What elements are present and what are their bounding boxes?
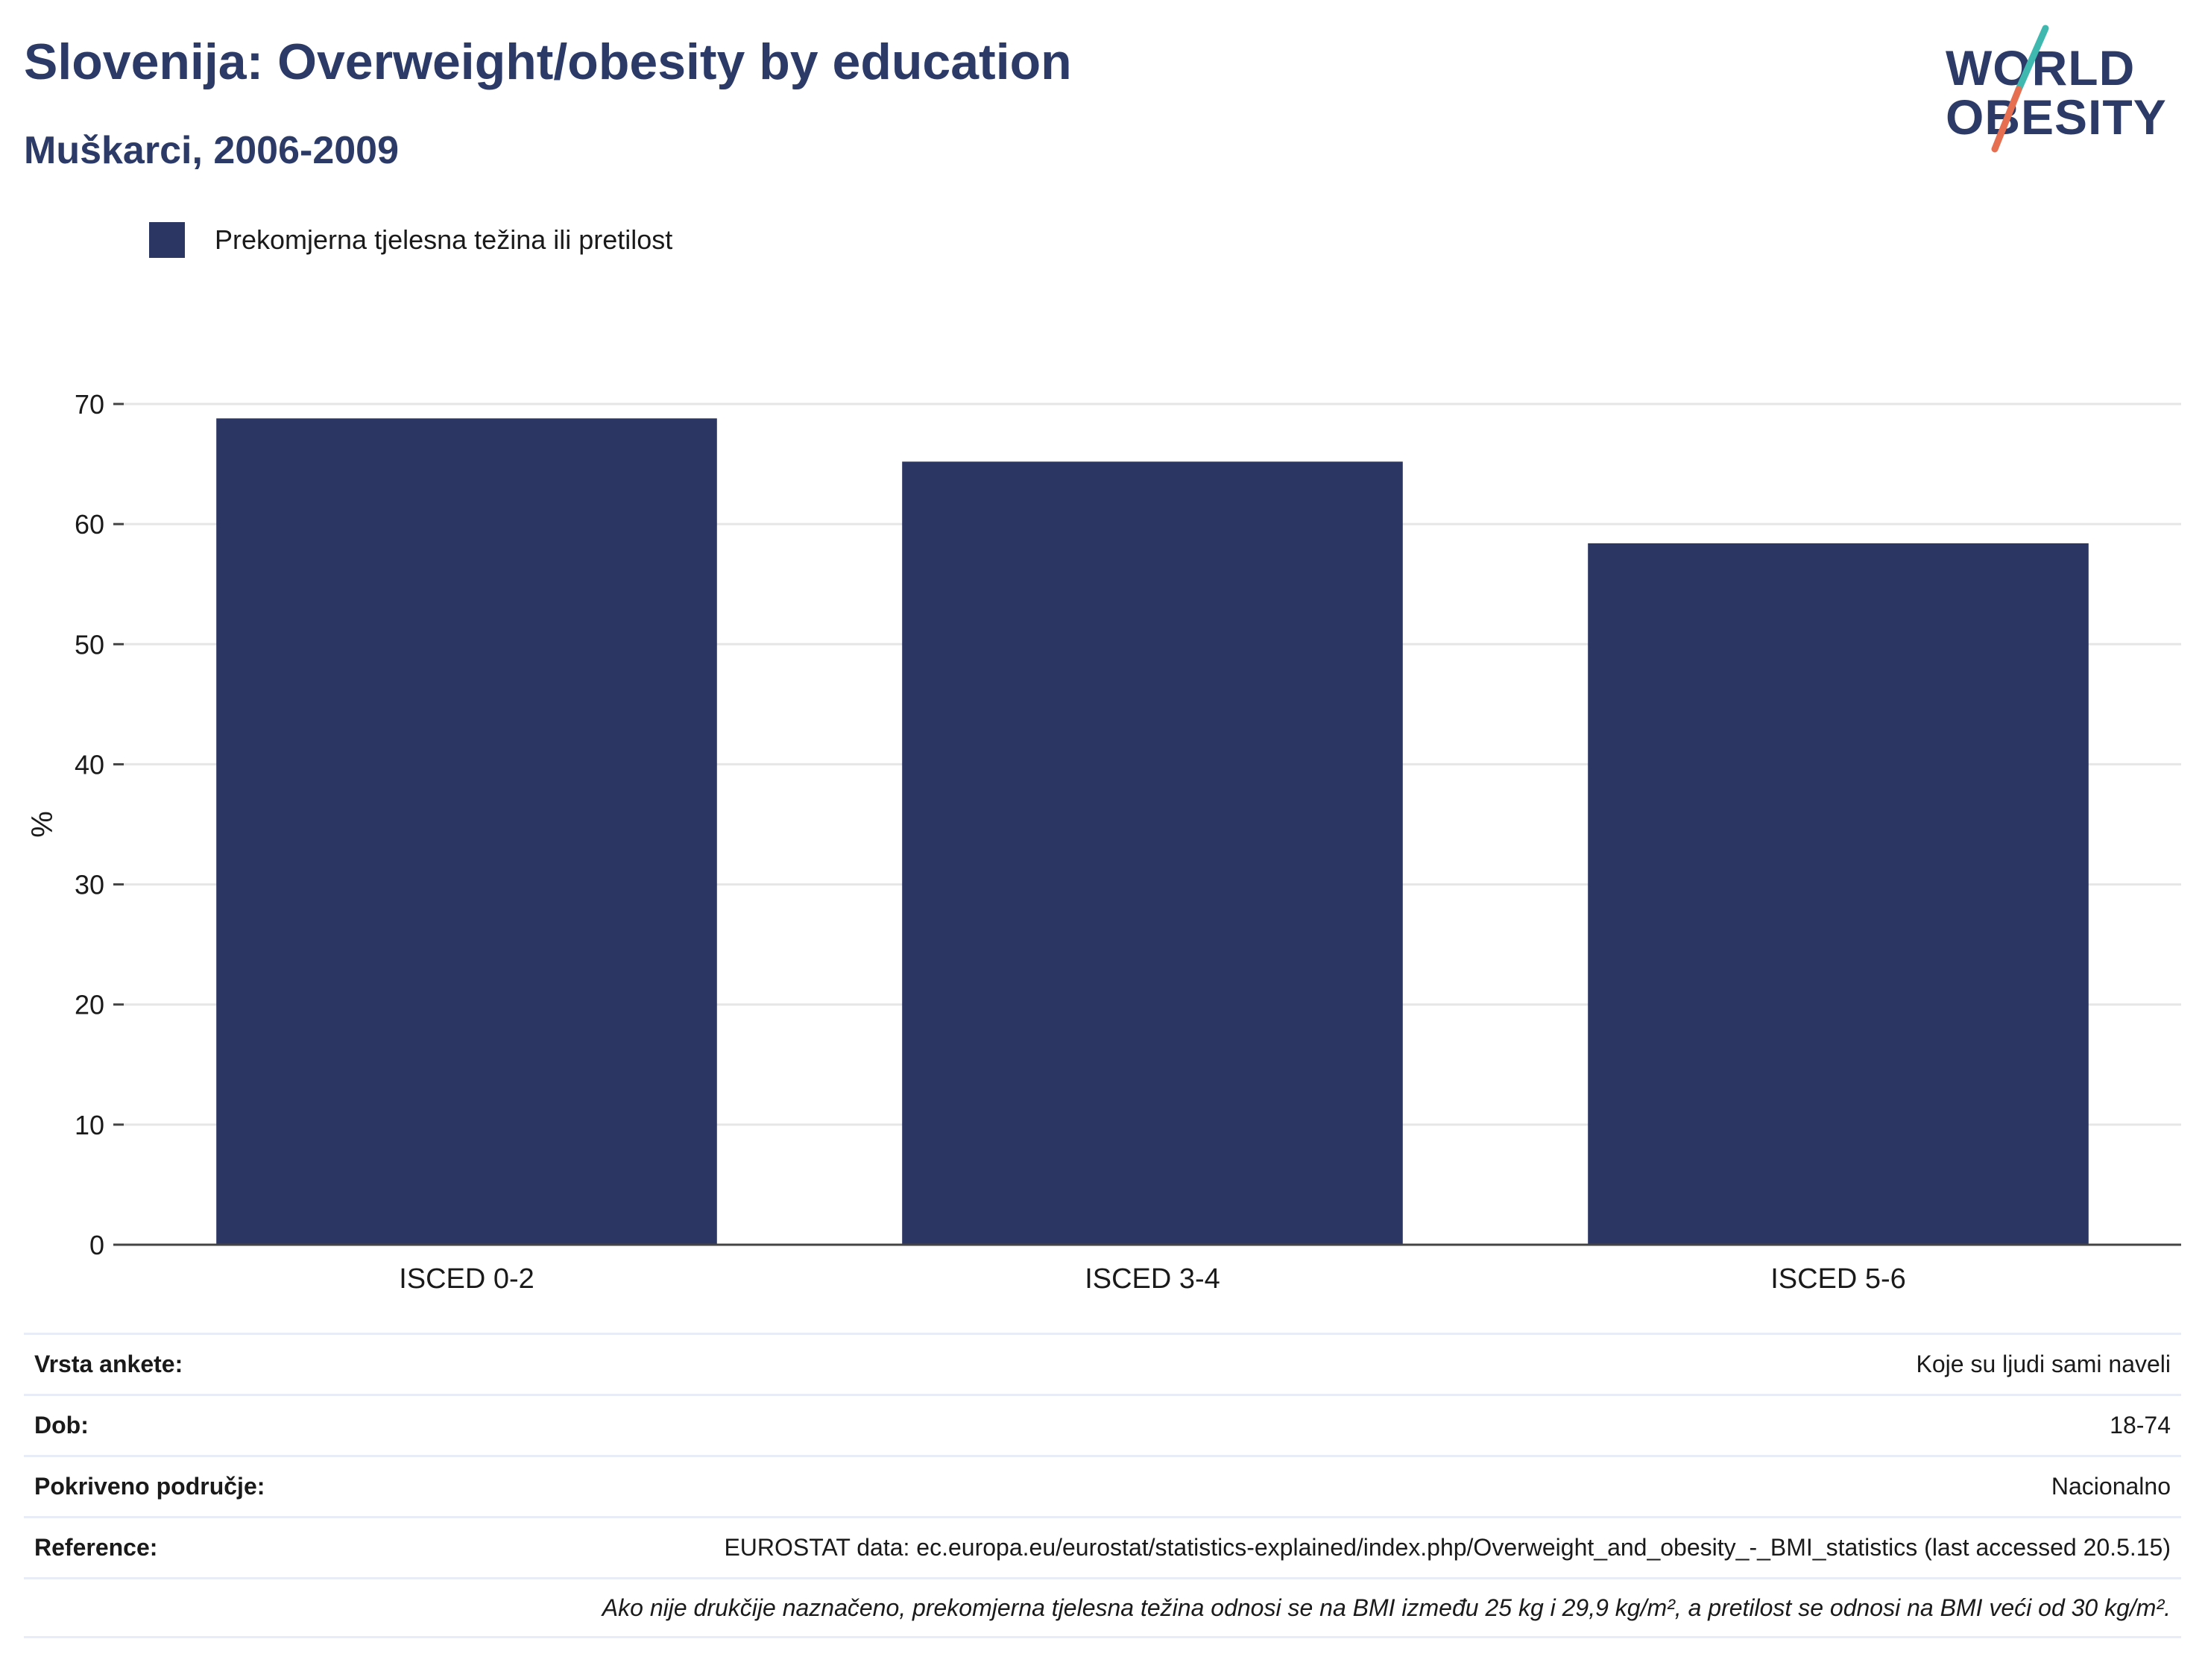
y-axis-label: % xyxy=(26,811,59,838)
bar xyxy=(1588,543,2089,1245)
y-tick-label: 50 xyxy=(75,629,104,660)
meta-value: Koje su ljudi sami naveli xyxy=(1916,1351,2171,1377)
legend: Prekomjerna tjelesna težina ili pretilos… xyxy=(149,221,672,259)
meta-row-reference: Reference: EUROSTAT data: ec.europa.eu/e… xyxy=(24,1516,2181,1577)
meta-label: Pokriveno područje: xyxy=(34,1473,265,1500)
bar xyxy=(902,461,1403,1245)
meta-label: Reference: xyxy=(34,1534,158,1561)
y-tick-label: 40 xyxy=(75,749,104,780)
logo-line-2: OBESITY xyxy=(1946,89,2167,145)
y-tick-label: 60 xyxy=(75,509,104,540)
y-tick-label: 30 xyxy=(75,870,104,900)
x-tick-label: ISCED 5-6 xyxy=(1770,1263,1906,1295)
meta-row-coverage: Pokriveno područje: Nacionalno xyxy=(24,1455,2181,1516)
meta-value: Nacionalno xyxy=(2051,1473,2171,1500)
meta-label: Vrsta ankete: xyxy=(34,1351,183,1377)
legend-label: Prekomjerna tjelesna težina ili pretilos… xyxy=(215,224,673,255)
legend-swatch xyxy=(149,222,185,258)
world-obesity-logo: WORLD OBESITY xyxy=(1946,22,2184,157)
definition-note: Ako nije drukčije naznačeno, prekomjerna… xyxy=(602,1594,2171,1621)
bar-chart: 0 10 20 30 40 50 60 70 ISCED 0-2 ISCED 3-4 ISCED 5… xyxy=(26,389,2181,1295)
logo-slash-icon xyxy=(1991,25,2049,153)
x-tick-label: ISCED 3-4 xyxy=(1085,1263,1220,1295)
page-title: Slovenija: Overweight/obesity by educati… xyxy=(24,34,1072,90)
meta-row-age: Dob: 18-74 xyxy=(24,1394,2181,1455)
bar xyxy=(216,418,717,1245)
y-tick-label: 70 xyxy=(75,389,104,420)
y-tick-label: 0 xyxy=(89,1230,104,1260)
y-tick-label: 20 xyxy=(75,990,104,1020)
x-tick-label: ISCED 0-2 xyxy=(399,1263,534,1295)
meta-value: 18-74 xyxy=(2110,1412,2171,1439)
meta-row-note: Ako nije drukčije naznačeno, prekomjerna… xyxy=(24,1577,2181,1638)
metadata-table: Vrsta ankete: Koje su ljudi sami naveli … xyxy=(24,1333,2181,1638)
reference-link[interactable]: EUROSTAT data: ec.europa.eu/eurostat/sta… xyxy=(724,1534,2171,1561)
y-tick-label: 10 xyxy=(75,1110,104,1140)
meta-row-survey-type: Vrsta ankete: Koje su ljudi sami naveli xyxy=(24,1333,2181,1394)
meta-label: Dob: xyxy=(34,1412,89,1439)
logo-line-1: WORLD xyxy=(1946,40,2136,95)
page-subtitle: Muškarci, 2006-2009 xyxy=(24,129,400,172)
